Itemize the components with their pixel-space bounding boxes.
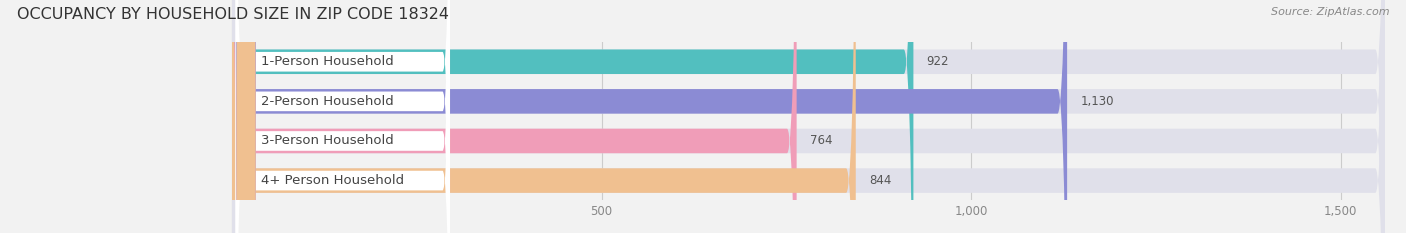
Text: 4+ Person Household: 4+ Person Household [262, 174, 404, 187]
Text: 922: 922 [927, 55, 949, 68]
FancyBboxPatch shape [236, 0, 450, 233]
FancyBboxPatch shape [232, 0, 1067, 233]
FancyBboxPatch shape [232, 0, 1385, 233]
FancyBboxPatch shape [236, 0, 450, 233]
Text: OCCUPANCY BY HOUSEHOLD SIZE IN ZIP CODE 18324: OCCUPANCY BY HOUSEHOLD SIZE IN ZIP CODE … [17, 7, 449, 22]
FancyBboxPatch shape [232, 0, 1385, 233]
Text: 1-Person Household: 1-Person Household [262, 55, 394, 68]
Circle shape [238, 0, 254, 233]
FancyBboxPatch shape [236, 0, 450, 233]
Circle shape [238, 0, 254, 233]
FancyBboxPatch shape [236, 0, 450, 233]
FancyBboxPatch shape [232, 0, 1385, 233]
Text: 3-Person Household: 3-Person Household [262, 134, 394, 147]
Text: 844: 844 [869, 174, 891, 187]
FancyBboxPatch shape [232, 0, 856, 233]
Circle shape [238, 0, 254, 233]
Text: 1,130: 1,130 [1080, 95, 1114, 108]
Text: Source: ZipAtlas.com: Source: ZipAtlas.com [1271, 7, 1389, 17]
FancyBboxPatch shape [232, 0, 1385, 233]
Text: 764: 764 [810, 134, 832, 147]
Circle shape [238, 0, 254, 233]
FancyBboxPatch shape [232, 0, 914, 233]
Text: 2-Person Household: 2-Person Household [262, 95, 394, 108]
FancyBboxPatch shape [232, 0, 797, 233]
